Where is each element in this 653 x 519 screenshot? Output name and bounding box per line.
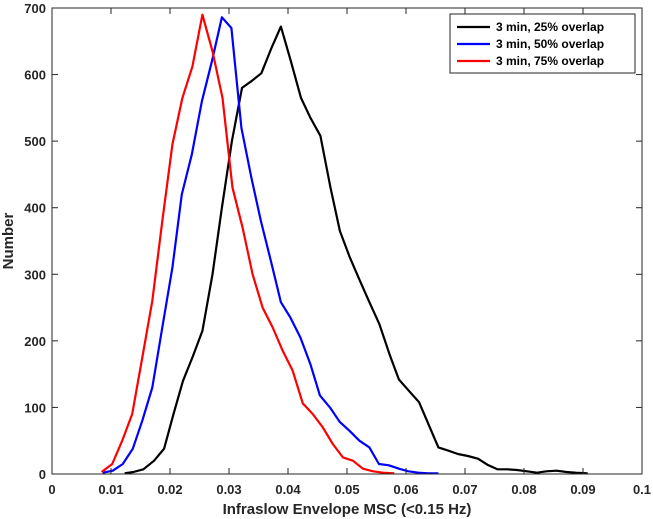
y-axis-title: Number bbox=[0, 213, 17, 270]
y-tick-label: 100 bbox=[24, 400, 46, 415]
y-tick-label: 400 bbox=[24, 201, 46, 216]
x-tick-label: 0.01 bbox=[98, 482, 123, 497]
legend-label-3: 3 min, 75% overlap bbox=[496, 54, 604, 68]
legend-label-1: 3 min, 25% overlap bbox=[496, 20, 604, 34]
y-axis: 0 100 200 300 400 500 600 700 bbox=[24, 1, 642, 482]
y-tick-label: 300 bbox=[24, 267, 46, 282]
y-tick-label: 200 bbox=[24, 334, 46, 349]
x-tick-label: 0.02 bbox=[157, 482, 182, 497]
x-tick-label: 0.05 bbox=[334, 482, 359, 497]
x-tick-label: 0.06 bbox=[393, 482, 418, 497]
legend-label-2: 3 min, 50% overlap bbox=[496, 37, 604, 51]
y-tick-label: 700 bbox=[24, 1, 46, 16]
legend: 3 min, 25% overlap 3 min, 50% overlap 3 mi… bbox=[449, 13, 636, 74]
series-line-1 bbox=[124, 25, 588, 475]
x-tick-label: 0.07 bbox=[452, 482, 477, 497]
x-tick-label: 0.09 bbox=[570, 482, 595, 497]
y-tick-label: 0 bbox=[39, 467, 46, 482]
plot-background bbox=[52, 8, 642, 474]
series-layer bbox=[100, 13, 588, 475]
series-line-3 bbox=[100, 13, 395, 475]
y-tick-label: 500 bbox=[24, 134, 46, 149]
x-axis-title: Infraslow Envelope MSC (<0.15 Hz) bbox=[223, 501, 472, 518]
x-tick-label: 0 bbox=[48, 482, 55, 497]
series-line-2 bbox=[102, 16, 439, 475]
x-tick-label: 0.08 bbox=[511, 482, 536, 497]
y-tick-label: 600 bbox=[24, 68, 46, 83]
x-tick-label: 0.04 bbox=[275, 482, 301, 497]
x-tick-label: 0.03 bbox=[216, 482, 241, 497]
x-axis: 0 0.01 0.02 0.03 0.04 0.05 0.06 0.07 0.08 0.09 0.1 bbox=[48, 8, 651, 497]
x-tick-label: 0.1 bbox=[633, 482, 651, 497]
